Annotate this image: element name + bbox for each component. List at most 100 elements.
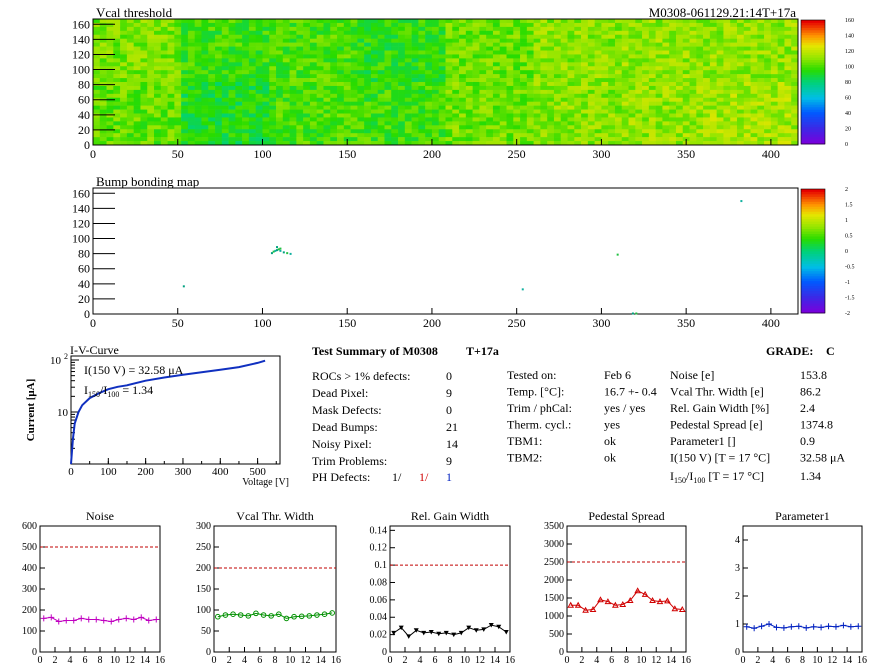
- vcal-cell: [242, 58, 250, 63]
- vcal-cell: [594, 54, 602, 59]
- vcal-cell: [228, 129, 236, 134]
- vcal-cell: [635, 74, 643, 79]
- vcal-cell: [377, 141, 385, 146]
- vcal-cell: [289, 89, 297, 95]
- vcal-cell: [93, 141, 101, 146]
- vcal-cell: [730, 46, 738, 51]
- defect-value: 9: [446, 386, 452, 400]
- roc-point: [634, 587, 642, 594]
- vcal-cell: [784, 78, 792, 83]
- roc-x-tick-label: 4: [68, 655, 73, 666]
- vcal-cell: [492, 38, 501, 43]
- vcal-cell: [459, 93, 467, 99]
- vcal-cell: [303, 109, 311, 114]
- vcal-cell: [716, 89, 724, 95]
- vcal-cell: [221, 50, 229, 55]
- vcal-cell: [520, 62, 528, 67]
- vcal-cell: [154, 85, 162, 91]
- vcal-cell: [221, 101, 229, 106]
- vcal-cell: [411, 22, 419, 28]
- vcal-cell: [574, 137, 582, 142]
- vcal-cell: [99, 42, 107, 47]
- vcal-cell: [520, 117, 528, 122]
- vcal-cell: [499, 117, 507, 122]
- vcal-cell: [513, 54, 521, 59]
- vcal-cell: [411, 26, 419, 32]
- vcal-cell: [140, 93, 148, 99]
- vcal-cell: [499, 105, 507, 110]
- vcal-cell: [126, 109, 134, 114]
- vcal-cell: [723, 105, 731, 110]
- vcal-cell: [215, 19, 223, 24]
- vcal-cell: [282, 26, 290, 32]
- vcal-cell: [669, 125, 677, 130]
- vcal-cell: [587, 46, 595, 51]
- vcal-cell: [343, 54, 351, 59]
- vcal-cell: [736, 46, 745, 51]
- vcal-cell: [221, 70, 229, 75]
- roc-x-tick-label: 0: [565, 655, 570, 666]
- vcal-cell: [147, 74, 155, 79]
- vcal-cell: [540, 30, 548, 36]
- roc-x-tick-label: 10: [285, 655, 295, 666]
- vcal-cell: [689, 34, 697, 39]
- vcal-cell: [350, 89, 358, 95]
- vcal-cell: [154, 46, 162, 51]
- vcal-cell: [194, 38, 202, 43]
- vcal-cell: [750, 109, 758, 114]
- vcal-cell: [621, 70, 629, 75]
- vcal-cell: [174, 82, 182, 87]
- vcal-cell: [506, 78, 514, 83]
- vcal-cell: [370, 105, 379, 110]
- vcal-cell: [438, 50, 446, 55]
- vcal-cell: [614, 38, 623, 43]
- vcal-cell: [126, 74, 134, 79]
- color-scale-cell: [801, 201, 825, 205]
- vcal-cell: [181, 74, 189, 79]
- vcal-cell: [581, 70, 589, 75]
- vcal-cell: [614, 34, 623, 39]
- vcal-cell: [431, 66, 440, 71]
- vcal-cell: [289, 93, 297, 99]
- vcal-cell: [215, 117, 223, 122]
- vcal-cell: [425, 62, 433, 67]
- vcal-cell: [750, 74, 758, 79]
- ratio-sub1: 150: [674, 476, 686, 485]
- vcal-cell: [269, 66, 277, 71]
- vcal-cell: [472, 101, 480, 106]
- vcal-cell: [669, 89, 677, 95]
- vcal-cell: [757, 26, 765, 32]
- vcal-cell: [384, 30, 392, 36]
- vcal-cell: [703, 101, 711, 106]
- vcal-cell: [614, 121, 623, 126]
- vcal-cell: [269, 70, 277, 75]
- vcal-cell: [635, 78, 643, 83]
- vcal-cell: [642, 105, 650, 110]
- vcal-cell: [709, 34, 717, 39]
- vcal-cell: [526, 30, 534, 36]
- vcal-cell: [99, 50, 107, 55]
- roc-point: [481, 627, 487, 632]
- vcal-cell: [289, 46, 297, 51]
- vcal-cell: [533, 19, 541, 24]
- vcal-cell: [703, 74, 711, 79]
- vcal-cell: [642, 129, 650, 134]
- vcal-cell: [235, 137, 243, 142]
- vcal-cell: [262, 93, 270, 99]
- vcal-cell: [309, 85, 317, 91]
- roc-point: [832, 623, 839, 630]
- vcal-cell: [594, 121, 602, 126]
- vcal-cell: [418, 74, 426, 79]
- vcal-cell: [526, 46, 534, 51]
- vcal-cell: [418, 117, 426, 122]
- vcal-cell: [784, 62, 792, 67]
- color-scale-cell: [801, 248, 825, 252]
- vcal-cell: [438, 97, 446, 102]
- color-scale-cell: [801, 228, 825, 232]
- vcal-cell: [431, 129, 440, 134]
- vcal-cell: [316, 133, 324, 138]
- vcal-cell: [764, 133, 772, 138]
- vcal-cell: [486, 54, 494, 59]
- vcal-cell: [221, 93, 229, 99]
- vcal-cell: [106, 42, 114, 47]
